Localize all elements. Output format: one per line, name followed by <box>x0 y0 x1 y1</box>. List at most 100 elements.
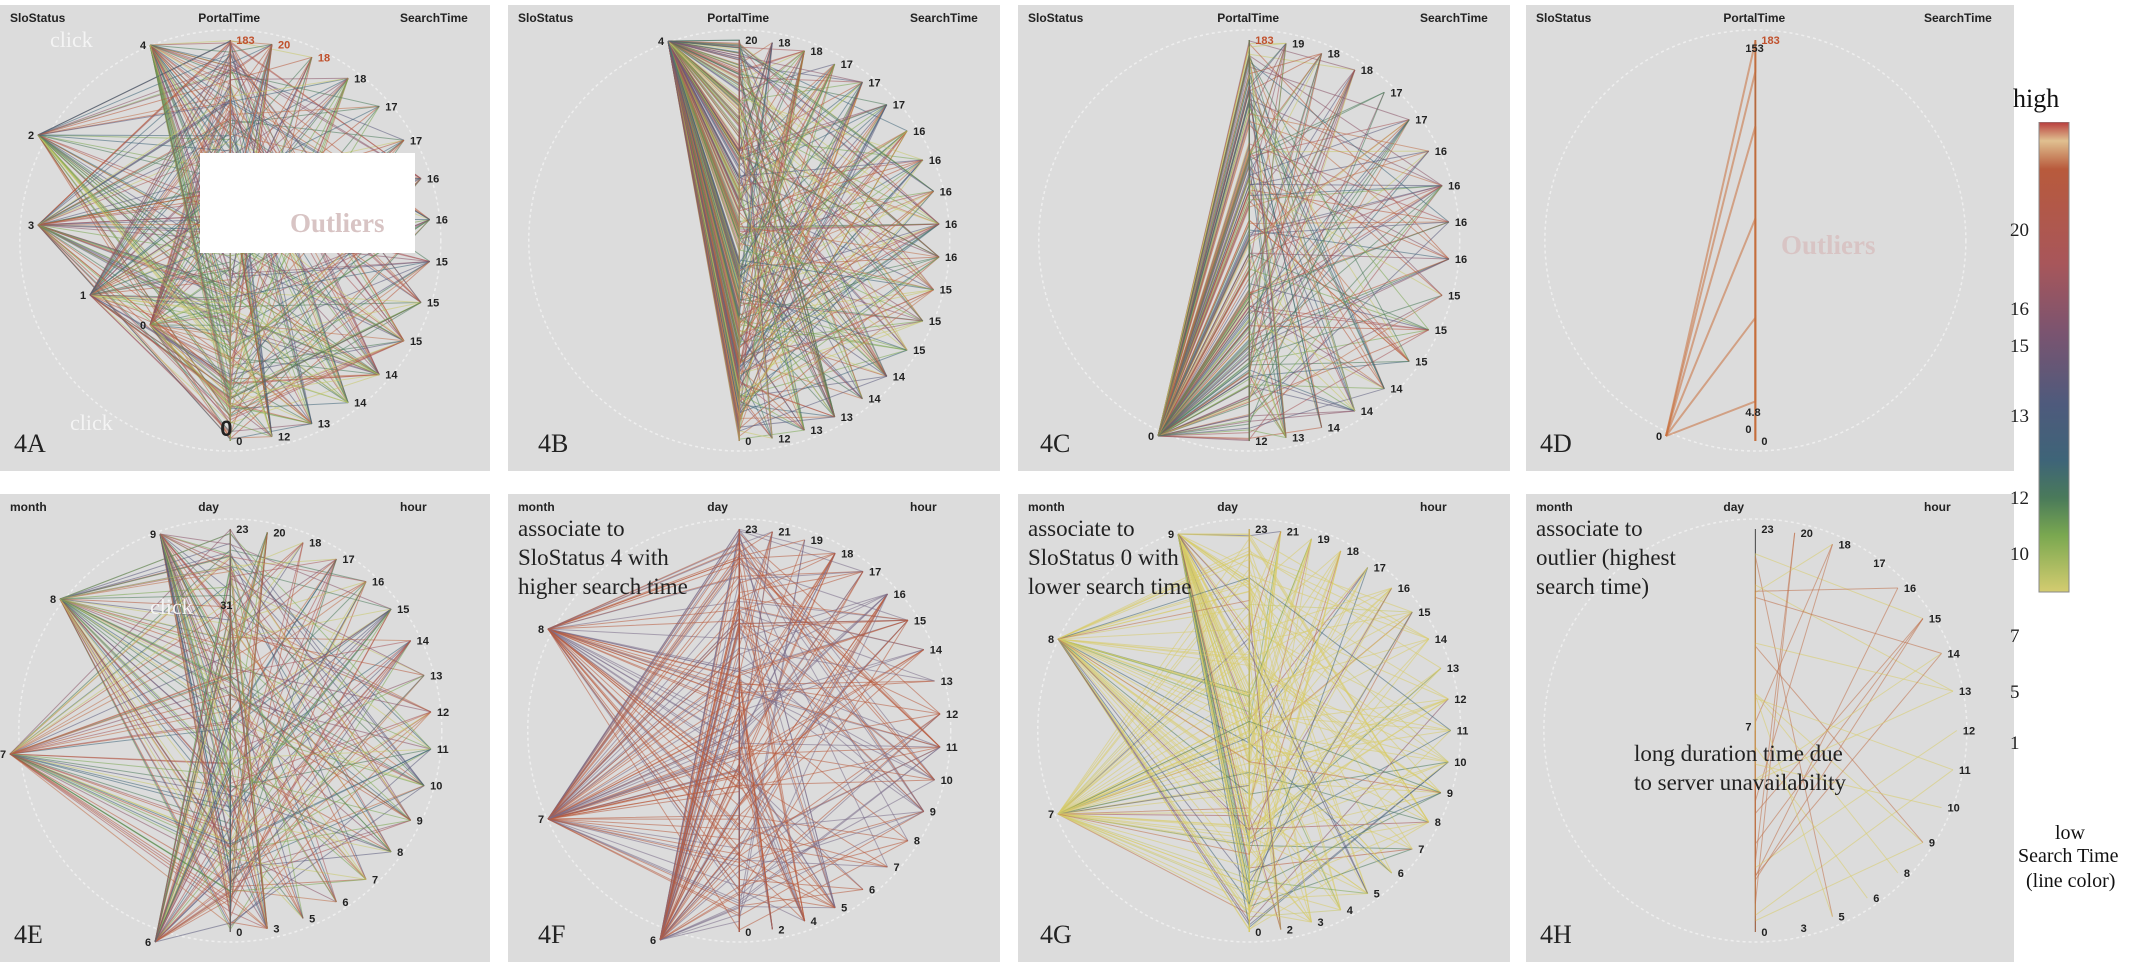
axis-name-hour: hour <box>1420 500 1447 514</box>
right-axis-tick: 13 <box>1292 433 1304 445</box>
right-axis-tick: 17 <box>841 59 853 71</box>
data-line <box>547 549 925 812</box>
data-line <box>547 556 941 820</box>
panel-label: 4H <box>1540 920 1572 949</box>
panel-4d: 183 0 0 153 4.8 0 SloStatus PortalTime SearchTim… <box>1526 5 2014 471</box>
legend-high-label: high <box>2013 84 2060 113</box>
panel-label: 4D <box>1540 429 1572 458</box>
axis-name-day: day <box>707 500 728 514</box>
right-axis-tick: 16 <box>427 174 439 186</box>
left-axis-tick: 9 <box>150 529 156 541</box>
radial-guide <box>1037 29 1461 452</box>
right-axis-tick: 15 <box>436 256 448 268</box>
right-axis-tick: 5 <box>841 903 847 915</box>
outlier-highlight-box <box>200 153 415 253</box>
data-line <box>159 533 425 884</box>
data-line <box>1665 126 1757 441</box>
left-axis-tick: 0 <box>140 320 146 332</box>
data-line <box>159 533 392 853</box>
polylines <box>1754 532 1958 932</box>
left-axis-tick: 7 <box>0 749 6 761</box>
legend-low-label: low <box>2055 822 2085 844</box>
right-axis-tick: 15 <box>913 345 925 357</box>
right-axis-tick: 13 <box>1447 663 1459 675</box>
data-line <box>667 40 934 192</box>
polylines <box>1665 40 1757 441</box>
left-axis-tick: 7 <box>1048 809 1054 821</box>
right-axis-tick: 16 <box>436 215 448 227</box>
data-line <box>1157 85 1287 438</box>
panel-4e: 23 20 18 17 16 15 14 13 12 11 10 9 8 7 6 5 3 0 9 8 7 6 31 month… <box>0 494 490 962</box>
left-axis-tick: 4 <box>658 36 665 48</box>
right-axis-tick: 16 <box>945 252 957 264</box>
right-axis-tick: 17 <box>893 100 905 112</box>
data-line <box>547 628 740 932</box>
data-line <box>1665 40 1757 437</box>
panel-plot-4c: 183 19 18 18 17 17 16 16 16 16 15 15 15 14 14 14 13 12 0 <box>1037 29 1467 452</box>
data-line <box>1754 596 1942 731</box>
data-line <box>1754 642 1954 731</box>
right-axis-tick: 14 <box>354 398 367 410</box>
right-axis-tick: 15 <box>1448 290 1460 302</box>
data-line <box>149 324 405 407</box>
data-line <box>1177 529 1250 694</box>
right-axis-tick: 11 <box>1959 765 1971 777</box>
right-axis-tick: 16 <box>893 589 905 601</box>
right-axis-tick: 15 <box>427 297 439 309</box>
right-axis-tick: 16 <box>1904 583 1916 595</box>
left-axis-tick: 4 <box>140 40 147 52</box>
middle-axis-tick: 153 <box>1745 43 1763 55</box>
data-line <box>1157 53 1323 437</box>
panel-4a: 183 20 18 18 17 17 16 16 15 15 15 14 14 13 12 0 4 3 2 1 0 0 Sl… <box>0 5 490 471</box>
right-axis-tick: 15 <box>410 336 422 348</box>
data-line <box>547 647 935 820</box>
data-line <box>547 628 924 831</box>
panel-4f: 23 21 19 18 17 16 15 14 13 12 11 10 9 8 7 6 5 4 2 0 8 7 6 month… <box>508 494 1000 962</box>
right-axis-tick: 23 <box>1255 524 1267 536</box>
data-line <box>154 736 337 943</box>
right-axis-tick: 15 <box>1418 607 1430 619</box>
right-axis-tick: 18 <box>309 538 321 550</box>
radial-guide <box>1036 518 1462 943</box>
right-axis-tick: 17 <box>385 101 397 113</box>
right-axis-tick: 183 <box>1761 35 1779 47</box>
data-line <box>154 608 392 943</box>
right-axis-tick: 17 <box>869 566 881 578</box>
right-axis-tick: 16 <box>940 186 952 198</box>
data-line <box>1057 731 1449 815</box>
right-axis-tick: 0 <box>236 436 242 448</box>
right-axis-tick: 3 <box>273 924 279 936</box>
data-line <box>1057 567 1369 778</box>
right-axis-tick: 17 <box>868 77 880 89</box>
right-axis-tick: 14 <box>1328 422 1341 434</box>
data-line <box>1157 73 1356 437</box>
polylines <box>667 39 940 442</box>
right-axis-tick: 17 <box>342 554 354 566</box>
data-line <box>1157 107 1430 437</box>
data-line <box>667 40 773 215</box>
annotation-text: associate to SloStatus 0 with lower sear… <box>1028 516 1192 599</box>
data-line <box>1057 558 1430 823</box>
data-line <box>1754 587 1899 877</box>
right-axis-tick: 13 <box>810 425 822 437</box>
data-line <box>659 678 925 941</box>
right-axis-tick: 0 <box>1255 927 1261 939</box>
annotation-text: associate to SloStatus 4 with higher sea… <box>518 516 688 599</box>
right-axis-tick: 10 <box>941 775 953 787</box>
data-line <box>154 748 431 943</box>
data-line <box>1057 715 1393 874</box>
right-axis-tick: 16 <box>1435 146 1447 158</box>
right-axis-tick: 6 <box>1873 893 1879 905</box>
data-line <box>547 619 909 807</box>
right-axis-tick: 18 <box>841 548 853 560</box>
axis-name-searchtime: SearchTime <box>1924 11 1992 25</box>
data-line <box>37 224 405 421</box>
middle-axis-tick: 7 <box>1745 722 1751 734</box>
data-line <box>547 593 888 733</box>
left-axis-tick: 6 <box>650 935 656 947</box>
middle-axis-tick: 0 <box>220 416 232 441</box>
panel-label: 4A <box>14 429 46 458</box>
legend-tick-label: 5 <box>2010 682 2020 703</box>
legend-tick-label: 7 <box>2010 626 2020 647</box>
left-axis-tick: 2 <box>28 130 34 142</box>
